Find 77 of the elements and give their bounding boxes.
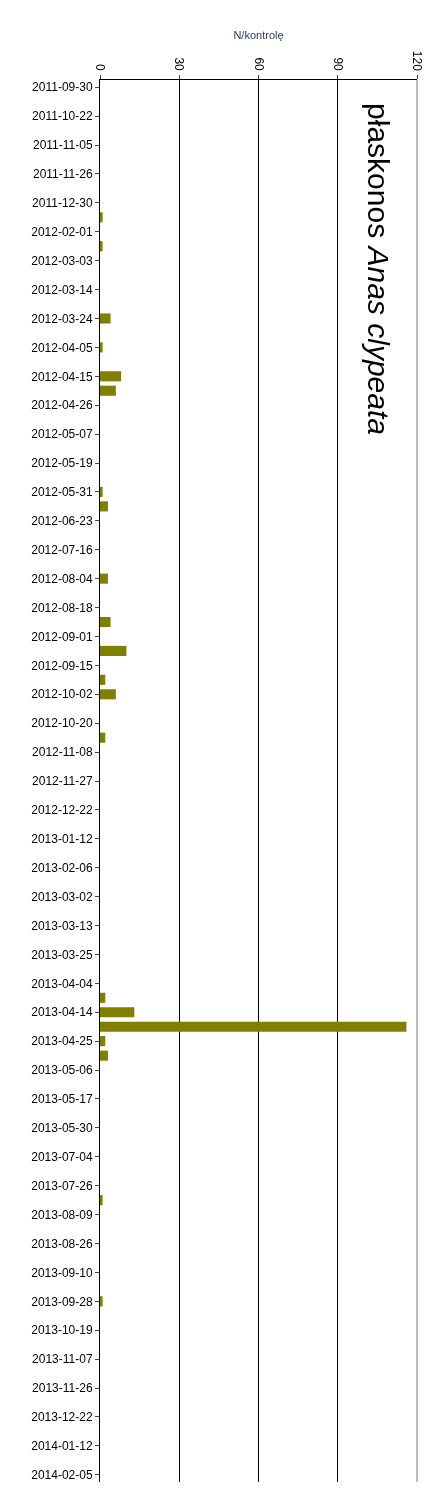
y-tick-label: 2012-11-27 bbox=[32, 774, 93, 789]
y-tick-label: 2012-04-15 bbox=[31, 369, 93, 384]
bar bbox=[100, 1050, 108, 1061]
bar bbox=[100, 385, 116, 396]
bar bbox=[100, 573, 108, 584]
x-tick-label: 60 bbox=[251, 57, 266, 72]
y-tick-label: 2013-03-13 bbox=[31, 918, 93, 933]
y-tick-label: 2012-05-07 bbox=[31, 427, 93, 442]
x-tick-label: 120 bbox=[410, 50, 425, 72]
y-tick-label: 2012-03-03 bbox=[31, 253, 93, 268]
y-tick-label: 2014-01-12 bbox=[31, 1439, 93, 1454]
y-tick-label: 2012-05-19 bbox=[31, 456, 93, 471]
y-tick-label: 2012-12-22 bbox=[31, 803, 93, 818]
bar bbox=[100, 1021, 407, 1032]
bar bbox=[100, 1036, 106, 1047]
x-tick-label: 90 bbox=[330, 57, 345, 72]
y-tick-label: 2013-04-04 bbox=[31, 976, 93, 991]
y-tick-label: 2011-10-22 bbox=[32, 109, 93, 124]
y-tick-label: 2013-08-26 bbox=[31, 1236, 93, 1251]
y-tick-label: 2012-02-01 bbox=[31, 224, 93, 239]
y-tick-label: 2011-09-30 bbox=[32, 80, 93, 95]
y-tick-label: 2012-06-23 bbox=[31, 514, 93, 529]
y-tick-label: 2012-08-18 bbox=[31, 600, 93, 615]
y-tick-label: 2013-08-09 bbox=[31, 1207, 93, 1222]
bar bbox=[100, 1195, 103, 1206]
y-tick-label: 2013-05-06 bbox=[31, 1063, 93, 1078]
y-tick-label: 2012-04-05 bbox=[31, 340, 93, 355]
bar bbox=[100, 1296, 103, 1307]
y-tick-label: 2013-12-22 bbox=[31, 1410, 93, 1425]
bar bbox=[100, 486, 103, 497]
y-tick-label: 2013-11-26 bbox=[32, 1381, 93, 1396]
y-tick-label: 2012-04-26 bbox=[31, 398, 93, 413]
bar bbox=[100, 313, 111, 324]
y-tick-label: 2012-03-14 bbox=[31, 282, 93, 297]
y-tick-label: 2011-11-26 bbox=[32, 167, 93, 182]
bar bbox=[100, 1007, 135, 1018]
bar bbox=[100, 241, 103, 252]
y-tick-label: 2012-03-24 bbox=[31, 311, 93, 326]
y-tick-label: 2013-05-17 bbox=[31, 1092, 93, 1107]
y-tick-label: 2011-12-30 bbox=[32, 196, 93, 211]
y-tick-label: 2013-02-06 bbox=[31, 860, 93, 875]
y-tick-label: 2012-09-15 bbox=[31, 658, 93, 673]
bar bbox=[100, 501, 108, 512]
y-tick-label: 2013-07-26 bbox=[31, 1178, 93, 1193]
y-tick-label: 2013-09-28 bbox=[31, 1294, 93, 1309]
y-tick-label: 2013-09-10 bbox=[31, 1265, 93, 1280]
bar bbox=[100, 674, 106, 685]
y-tick-label: 2012-11-08 bbox=[32, 745, 93, 760]
bar bbox=[100, 992, 106, 1003]
y-tick-label: 2013-01-12 bbox=[31, 832, 93, 847]
y-tick-label: 2011-11-05 bbox=[32, 138, 93, 153]
bar bbox=[100, 371, 122, 382]
x-tick-label: 30 bbox=[172, 57, 187, 72]
y-tick-label: 2014-02-05 bbox=[31, 1467, 93, 1482]
y-tick-label: 2013-03-25 bbox=[31, 947, 93, 962]
x-tick-label: 0 bbox=[93, 64, 108, 72]
bar bbox=[100, 645, 127, 656]
y-tick-label: 2013-05-30 bbox=[31, 1121, 93, 1136]
x-axis-title: N/kontrolę bbox=[233, 29, 284, 42]
y-tick-label: 2013-11-07 bbox=[32, 1352, 93, 1367]
y-tick-label: 2012-07-16 bbox=[31, 542, 93, 557]
bar bbox=[100, 212, 103, 223]
y-tick-label: 2013-10-19 bbox=[31, 1323, 93, 1338]
y-tick-label: 2012-10-02 bbox=[31, 687, 93, 702]
bar bbox=[100, 689, 116, 700]
y-tick-label: 2013-03-02 bbox=[31, 889, 93, 904]
bar bbox=[100, 342, 103, 353]
y-tick-label: 2012-09-01 bbox=[31, 629, 93, 644]
text: płaskonos Anas clypeata bbox=[361, 103, 395, 435]
y-tick-label: 2013-04-14 bbox=[31, 1005, 93, 1020]
bar bbox=[100, 616, 111, 628]
bar bbox=[100, 732, 106, 743]
y-tick-label: 2012-08-04 bbox=[31, 571, 93, 586]
y-tick-label: 2013-04-25 bbox=[31, 1034, 93, 1049]
y-tick-label: 2012-10-20 bbox=[31, 716, 93, 731]
y-tick-label: 2012-05-31 bbox=[31, 485, 93, 500]
y-tick-label: 2013-07-04 bbox=[31, 1149, 93, 1164]
